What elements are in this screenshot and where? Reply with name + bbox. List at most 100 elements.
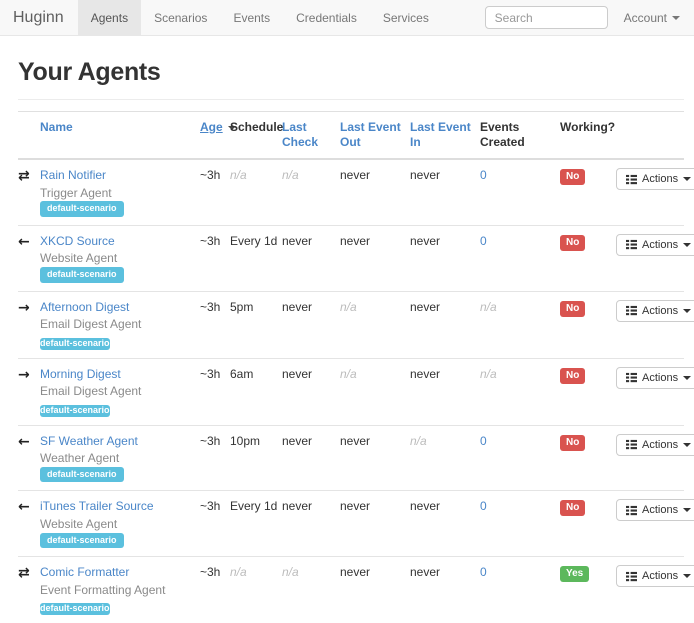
agent-name-link[interactable]: Comic Formatter <box>40 565 130 580</box>
table-row: → Afternoon Digest Email Digest Agent def… <box>18 291 694 359</box>
last-event-out-value: n/a <box>340 366 357 381</box>
actions-button[interactable]: Actions <box>616 499 694 522</box>
actions-button-label: Actions <box>642 504 679 517</box>
scenario-badge[interactable]: default-scenario <box>40 532 124 549</box>
actions-button[interactable]: Actions <box>616 565 694 588</box>
navbar-right: Account <box>484 0 694 35</box>
events-created-value[interactable]: n/a <box>480 299 497 314</box>
list-icon <box>626 505 637 516</box>
events-created-value[interactable]: n/a <box>480 366 497 381</box>
table-row: ← iTunes Trailer Source Website Agentdef… <box>18 490 694 558</box>
last-event-in-value: never <box>410 168 441 182</box>
last-event-out-cell: never <box>340 225 410 292</box>
age-value: ~3h <box>200 499 221 514</box>
working-badge: No <box>560 434 586 451</box>
sort-link-last-event-out[interactable]: Last Event Out <box>340 120 401 149</box>
scenario-badge[interactable]: default-scenario <box>40 603 110 616</box>
working-badge: No <box>560 169 586 185</box>
actions-cell: Actions <box>616 358 694 426</box>
schedule-value: n/a <box>230 565 247 580</box>
last-event-out-value: never <box>340 433 371 448</box>
last-check-value: never <box>282 299 313 314</box>
nav-item-agents[interactable]: Agents <box>77 0 142 35</box>
chevron-down-icon <box>683 442 692 447</box>
column-header-last-event-out: Last Event Out <box>340 111 410 160</box>
direction-cell: ← <box>18 490 40 558</box>
actions-cell: Actions <box>616 159 694 226</box>
events-created-value[interactable]: 0 <box>480 233 487 248</box>
scenario-badge[interactable]: default-scenario <box>40 404 110 417</box>
sort-link-name[interactable]: Name <box>40 120 73 134</box>
direction-cell: ⇄ <box>18 557 40 623</box>
chevron-down-icon <box>683 308 692 313</box>
account-menu[interactable]: Account <box>624 11 680 25</box>
table-row: ← SF Weather Agent Weather Agentdefault-… <box>18 425 694 492</box>
list-icon <box>626 373 637 383</box>
last-event-in-cell: never <box>410 225 480 292</box>
sort-link-last-check[interactable]: Last Check <box>282 120 319 149</box>
agent-name-link[interactable]: Morning Digest <box>40 366 121 381</box>
last-event-out-cell: never <box>340 159 410 226</box>
name-cell: Rain Notifier Trigger Agentdefault-scena… <box>40 159 200 226</box>
agent-name-link[interactable]: Afternoon Digest <box>40 299 130 314</box>
scenario-badge[interactable]: default-scenario <box>40 267 124 283</box>
sort-link-last-event-in[interactable]: Last Event In <box>410 120 471 149</box>
last-check-value: never <box>282 233 313 248</box>
last-check-value: never <box>282 433 313 448</box>
actions-cell: Actions <box>616 425 694 492</box>
scenario-badge[interactable]: default-scenario <box>40 201 124 217</box>
column-header-last-check: Last Check <box>282 111 340 160</box>
last-event-in-value: never <box>410 233 441 248</box>
main-content: Your Agents Name Age Schedule Last Check… <box>0 58 694 623</box>
age-cell: ~3h <box>200 557 230 623</box>
nav-item-credentials[interactable]: Credentials <box>296 10 357 25</box>
agent-meta: Event Formatting Agent default-scenario <box>40 582 196 616</box>
working-cell: No <box>560 291 616 359</box>
sort-link-age[interactable]: Age <box>200 120 223 134</box>
last-check-value: n/a <box>282 168 299 182</box>
working-badge: No <box>560 234 586 251</box>
agent-name-link[interactable]: XKCD Source <box>40 233 115 248</box>
actions-button-label: Actions <box>642 173 679 185</box>
last-check-value: never <box>282 366 313 381</box>
chevron-down-icon <box>683 242 692 247</box>
agents-table: Name Age Schedule Last Check Last Event … <box>18 111 694 623</box>
scenario-badge[interactable]: default-scenario <box>40 466 124 483</box>
actions-button[interactable]: Actions <box>616 433 694 456</box>
nav-item-events[interactable]: Events <box>233 10 271 25</box>
name-cell: Morning Digest Email Digest Agent default… <box>40 358 200 426</box>
nav-item-scenarios[interactable]: Scenarios <box>154 10 208 25</box>
agent-type-label: Website Agent <box>40 251 118 266</box>
agent-type-label: Event Formatting Agent <box>40 582 166 597</box>
actions-button-label: Actions <box>642 570 679 583</box>
agent-name-link[interactable]: SF Weather Agent <box>40 433 138 448</box>
agent-name-link[interactable]: Rain Notifier <box>40 168 107 182</box>
last-event-out-value: never <box>340 168 371 182</box>
events-created-cell: 0 <box>480 159 560 226</box>
agent-meta: Website Agentdefault-scenario <box>40 251 196 283</box>
actions-cell: Actions <box>616 291 694 359</box>
schedule-cell: n/a <box>230 159 282 226</box>
actions-button[interactable]: Actions <box>616 233 694 256</box>
nav-item-services[interactable]: Services <box>382 10 429 25</box>
name-cell: Afternoon Digest Email Digest Agent defau… <box>40 291 200 359</box>
events-created-value[interactable]: 0 <box>480 433 487 448</box>
events-created-value[interactable]: 0 <box>480 565 487 580</box>
table-row: ⇄ Comic Formatter Event Formatting Agent… <box>18 557 694 623</box>
scenario-badge[interactable]: default-scenario <box>40 337 110 350</box>
brand-link[interactable]: Huginn <box>13 8 64 26</box>
events-created-cell: 0 <box>480 490 560 558</box>
actions-button[interactable]: Actions <box>616 366 694 389</box>
table-header-row: Name Age Schedule Last Check Last Event … <box>18 111 684 160</box>
events-created-value[interactable]: 0 <box>480 168 487 182</box>
actions-button[interactable]: Actions <box>616 299 694 322</box>
agent-meta: Email Digest Agent default-scenario <box>40 317 196 350</box>
events-created-cell: 0 <box>480 225 560 292</box>
age-value: ~3h <box>200 233 221 248</box>
last-check-cell: never <box>282 291 340 359</box>
search-input[interactable] <box>484 6 608 29</box>
schedule-value: n/a <box>230 168 247 182</box>
agent-meta: Weather Agentdefault-scenario <box>40 451 196 483</box>
actions-button[interactable]: Actions <box>616 168 694 190</box>
events-created-value[interactable]: 0 <box>480 499 487 514</box>
